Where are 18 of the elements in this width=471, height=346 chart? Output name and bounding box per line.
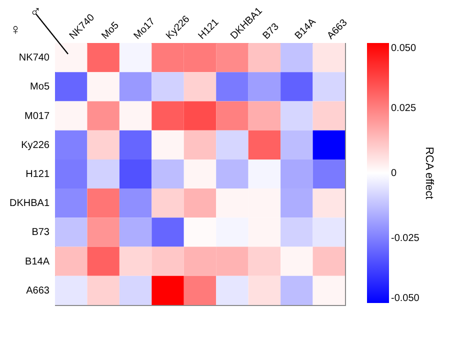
color-bar-label: 0.050 <box>391 43 416 54</box>
color-bar-label: 0.025 <box>391 103 416 114</box>
y-tick-label: B14A <box>25 256 50 268</box>
y-tick-label: DKHBA1 <box>9 198 50 210</box>
color-bar-label: -0.050 <box>391 293 420 304</box>
color-bar-title: RCA effect <box>423 146 435 200</box>
y-tick-label: A663 <box>26 285 50 296</box>
y-tick-label: B73 <box>32 227 50 238</box>
x-tick-label: B73 <box>260 21 282 42</box>
y-tick-label: Ky226 <box>21 140 50 151</box>
y-tick-label: Mo5 <box>30 82 50 93</box>
y-tick-label: H121 <box>26 169 50 180</box>
x-axis-title: ♂ <box>30 4 42 20</box>
y-tick-label: M017 <box>24 110 50 122</box>
color-bar-label: -0.025 <box>391 233 420 244</box>
y-axis-title: ♀ <box>10 22 22 38</box>
y-tick-label: NK740 <box>18 52 50 64</box>
color-bar-label: 0 <box>391 168 397 179</box>
